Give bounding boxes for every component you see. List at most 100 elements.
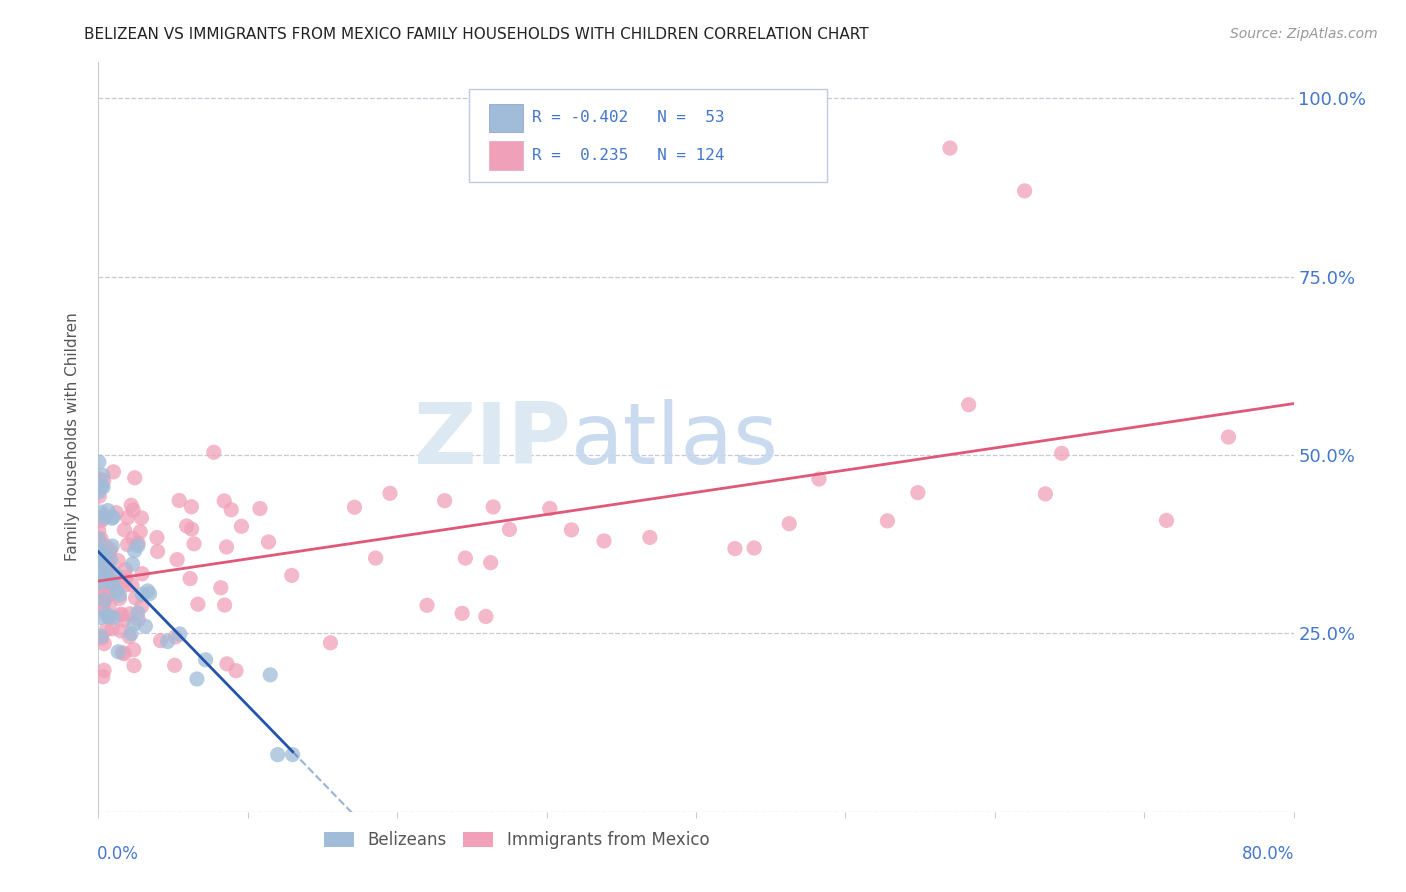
Point bbox=[110, 607, 132, 622]
Point bbox=[91, 599, 114, 614]
Point bbox=[114, 578, 136, 592]
Point bbox=[416, 599, 439, 613]
Point bbox=[724, 541, 747, 556]
Point bbox=[179, 572, 201, 586]
Point bbox=[127, 539, 149, 553]
Point bbox=[89, 557, 111, 571]
Point bbox=[136, 584, 159, 599]
Point bbox=[94, 549, 117, 563]
Point bbox=[121, 532, 143, 546]
Point bbox=[91, 561, 114, 575]
Point bbox=[87, 542, 110, 557]
Point bbox=[89, 567, 111, 582]
Point bbox=[91, 468, 114, 483]
Point bbox=[127, 535, 149, 549]
Point bbox=[93, 511, 115, 525]
Point bbox=[146, 531, 169, 545]
Point bbox=[166, 552, 188, 566]
Point bbox=[101, 510, 124, 524]
Point bbox=[93, 593, 115, 607]
Point bbox=[97, 610, 120, 624]
Point bbox=[163, 658, 186, 673]
Point bbox=[112, 523, 135, 537]
Point bbox=[108, 591, 131, 606]
Point bbox=[219, 503, 242, 517]
Point bbox=[122, 658, 145, 673]
Text: 0.0%: 0.0% bbox=[97, 846, 139, 863]
Point bbox=[225, 664, 247, 678]
Point bbox=[138, 587, 160, 601]
Point bbox=[129, 524, 152, 539]
Point bbox=[117, 510, 139, 524]
Point bbox=[100, 553, 122, 567]
Point bbox=[343, 500, 366, 515]
Point bbox=[475, 609, 498, 624]
Point bbox=[127, 613, 149, 627]
Point bbox=[115, 570, 138, 584]
Point bbox=[538, 501, 561, 516]
Text: BELIZEAN VS IMMIGRANTS FROM MEXICO FAMILY HOUSEHOLDS WITH CHILDREN CORRELATION C: BELIZEAN VS IMMIGRANTS FROM MEXICO FAMIL… bbox=[84, 27, 869, 42]
Point bbox=[100, 574, 122, 588]
Point bbox=[117, 538, 139, 552]
Point bbox=[364, 551, 387, 566]
Point bbox=[118, 607, 141, 621]
Point bbox=[93, 555, 115, 569]
Point bbox=[89, 489, 111, 503]
Point bbox=[131, 566, 153, 581]
Point bbox=[807, 472, 830, 486]
Point bbox=[1218, 430, 1240, 444]
Point bbox=[105, 506, 128, 520]
Point bbox=[87, 455, 110, 469]
Point bbox=[98, 580, 121, 594]
Point bbox=[957, 398, 980, 412]
Point bbox=[281, 747, 304, 762]
Point bbox=[96, 564, 118, 578]
Point bbox=[202, 445, 225, 459]
Point bbox=[124, 543, 146, 558]
Point bbox=[180, 500, 202, 514]
Point bbox=[90, 514, 112, 528]
Point bbox=[180, 522, 202, 536]
Point bbox=[176, 519, 198, 533]
Point bbox=[156, 634, 179, 648]
FancyBboxPatch shape bbox=[470, 88, 827, 182]
Point bbox=[90, 480, 112, 494]
Point bbox=[89, 549, 111, 564]
Point bbox=[98, 568, 121, 582]
Point bbox=[122, 617, 145, 632]
Point bbox=[89, 472, 111, 486]
Point bbox=[778, 516, 800, 531]
Point bbox=[91, 670, 114, 684]
Point bbox=[319, 636, 342, 650]
Point bbox=[104, 567, 127, 582]
Point bbox=[131, 599, 153, 614]
Point bbox=[114, 563, 136, 577]
Point bbox=[111, 646, 134, 660]
Point bbox=[89, 585, 111, 599]
Point bbox=[267, 747, 290, 762]
Point bbox=[215, 657, 238, 671]
Point bbox=[93, 548, 115, 562]
Text: Source: ZipAtlas.com: Source: ZipAtlas.com bbox=[1230, 27, 1378, 41]
Point bbox=[90, 586, 112, 600]
Point bbox=[215, 540, 238, 554]
Legend: Belizeans, Immigrants from Mexico: Belizeans, Immigrants from Mexico bbox=[318, 824, 716, 855]
Point bbox=[98, 598, 121, 612]
Point bbox=[1050, 446, 1073, 460]
Point bbox=[742, 541, 765, 555]
Text: ZIP: ZIP bbox=[413, 400, 571, 483]
Point bbox=[91, 569, 114, 583]
Point bbox=[96, 554, 118, 568]
Point bbox=[97, 557, 120, 571]
Point bbox=[907, 485, 929, 500]
Point bbox=[91, 571, 114, 585]
Point bbox=[939, 141, 962, 155]
Point bbox=[124, 471, 146, 485]
Point bbox=[111, 607, 134, 622]
Point bbox=[1035, 487, 1057, 501]
Point bbox=[90, 629, 112, 643]
Point bbox=[593, 533, 616, 548]
Point bbox=[103, 610, 125, 624]
Point bbox=[127, 606, 149, 620]
Point bbox=[249, 501, 271, 516]
